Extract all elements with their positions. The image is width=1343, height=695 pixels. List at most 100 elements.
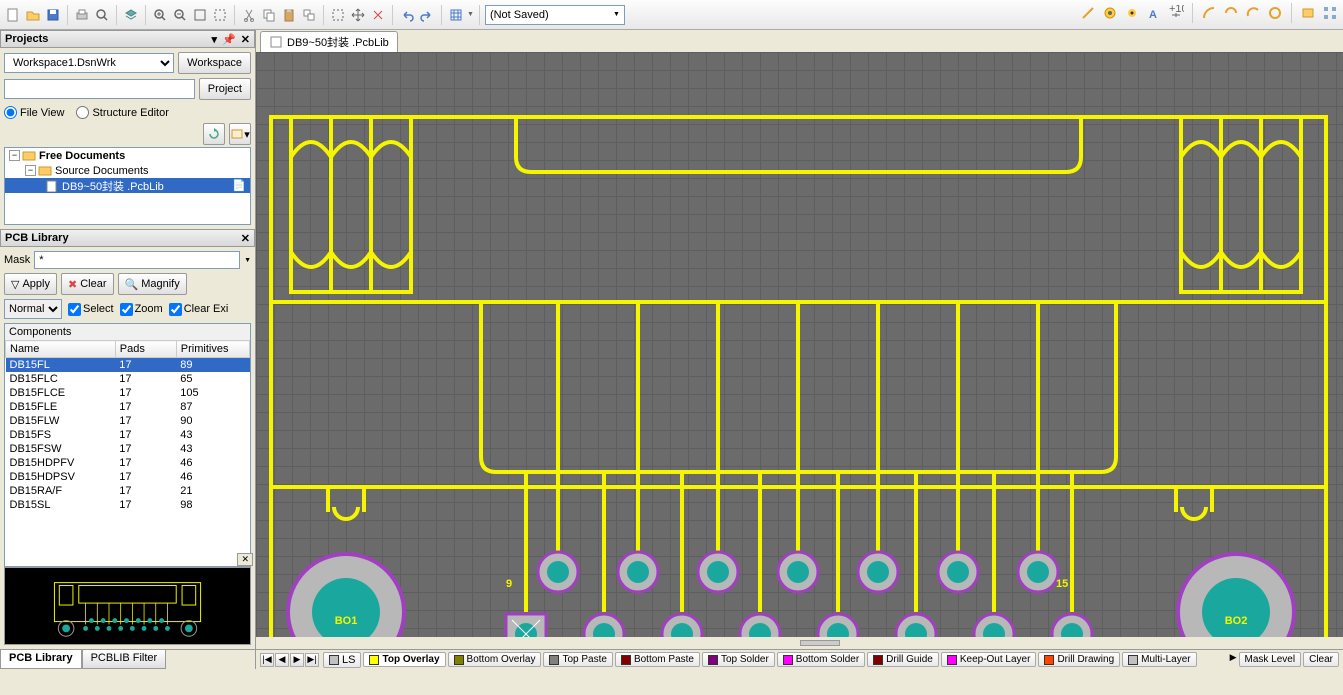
mask-dropdown-icon[interactable]: ▼ bbox=[244, 257, 251, 264]
coord-tool-icon[interactable]: +10,10 bbox=[1167, 4, 1185, 22]
clear-exi-checkbox[interactable]: Clear Exi bbox=[169, 303, 229, 316]
zoom-fit-icon[interactable] bbox=[191, 6, 209, 24]
open-icon[interactable] bbox=[24, 6, 42, 24]
panel-close-icon[interactable]: ✕ bbox=[239, 33, 252, 46]
via-tool-icon[interactable] bbox=[1123, 4, 1141, 22]
project-button[interactable]: Project bbox=[199, 78, 251, 100]
layer-last-icon[interactable]: ▶| bbox=[305, 653, 319, 667]
table-row[interactable]: DB15FL1789 bbox=[6, 358, 250, 373]
layer-tab-bottom-paste[interactable]: Bottom Paste bbox=[615, 652, 700, 667]
pad-tool-icon[interactable] bbox=[1101, 4, 1119, 22]
redo-icon[interactable] bbox=[418, 6, 436, 24]
clear-button[interactable]: Clear bbox=[1303, 652, 1339, 667]
panel-dropdown-icon[interactable]: ▾ bbox=[210, 33, 220, 46]
full-circle-icon[interactable] bbox=[1266, 4, 1284, 22]
layer-scroll-icon[interactable]: ▶ bbox=[1230, 652, 1237, 667]
array-tool-icon[interactable] bbox=[1321, 4, 1339, 22]
table-row[interactable]: DB15RA/F1721 bbox=[6, 484, 250, 498]
pcb-canvas[interactable]: BO1 BO2 9 15 1 8 bbox=[256, 52, 1343, 637]
tree-root[interactable]: − Free Documents bbox=[5, 148, 250, 163]
saved-state-dropdown[interactable]: (Not Saved) ▼ bbox=[485, 5, 625, 25]
arc-edge-icon[interactable] bbox=[1222, 4, 1240, 22]
paste-icon[interactable] bbox=[280, 6, 298, 24]
rect-tool-icon[interactable] bbox=[1299, 4, 1317, 22]
tab-pcb-library[interactable]: PCB Library bbox=[0, 650, 82, 669]
table-row[interactable]: DB15FLE1787 bbox=[6, 400, 250, 414]
tree-file[interactable]: DB9~50封装 .PcbLib 📄 bbox=[5, 178, 250, 193]
layer-tab-drill-guide[interactable]: Drill Guide bbox=[867, 652, 939, 667]
line-tool-icon[interactable] bbox=[1079, 4, 1097, 22]
select-checkbox[interactable]: Select bbox=[68, 303, 114, 316]
layer-tab-bottom-overlay[interactable]: Bottom Overlay bbox=[448, 652, 542, 667]
layer-tab-top-overlay[interactable]: Top Overlay bbox=[363, 652, 445, 667]
clear-button[interactable]: ✖ Clear bbox=[61, 273, 114, 295]
cut-icon[interactable] bbox=[240, 6, 258, 24]
col-primitives[interactable]: Primitives bbox=[176, 341, 249, 358]
table-row[interactable]: DB15FS1743 bbox=[6, 428, 250, 442]
layer-ls[interactable]: LS bbox=[323, 652, 361, 668]
collapse-preview-icon[interactable]: ✕ bbox=[237, 553, 253, 566]
project-options-icon[interactable]: ▾ bbox=[229, 123, 251, 145]
grid-icon[interactable] bbox=[447, 6, 465, 24]
table-row[interactable]: DB15SL1798 bbox=[6, 498, 250, 512]
deselect-icon[interactable] bbox=[369, 6, 387, 24]
arc-center-icon[interactable] bbox=[1200, 4, 1218, 22]
refresh-icon[interactable] bbox=[203, 123, 225, 145]
panel-close-icon[interactable]: ✕ bbox=[239, 232, 252, 245]
col-name[interactable]: Name bbox=[6, 341, 116, 358]
table-row[interactable]: DB15HDPSV1746 bbox=[6, 470, 250, 484]
project-input[interactable] bbox=[4, 79, 195, 99]
expand-icon[interactable]: − bbox=[9, 150, 20, 161]
table-row[interactable]: DB15FLC1765 bbox=[6, 372, 250, 386]
components-table[interactable]: Components Name Pads Primitives DB15FL17… bbox=[4, 323, 251, 567]
string-tool-icon[interactable]: A bbox=[1145, 4, 1163, 22]
save-icon[interactable] bbox=[44, 6, 62, 24]
workspace-button[interactable]: Workspace bbox=[178, 52, 251, 74]
table-row[interactable]: DB15FLW1790 bbox=[6, 414, 250, 428]
horizontal-scrollbar[interactable] bbox=[800, 640, 840, 646]
mode-select[interactable]: Normal bbox=[4, 299, 62, 319]
layers-icon[interactable] bbox=[122, 6, 140, 24]
preview-icon[interactable] bbox=[93, 6, 111, 24]
tab-pcblib-filter[interactable]: PCBLIB Filter bbox=[82, 650, 167, 669]
print-icon[interactable] bbox=[73, 6, 91, 24]
layer-tab-drill-drawing[interactable]: Drill Drawing bbox=[1038, 652, 1120, 667]
layer-tab-multi-layer[interactable]: Multi-Layer bbox=[1122, 652, 1196, 667]
arc-any-icon[interactable] bbox=[1244, 4, 1262, 22]
tree-folder[interactable]: − Source Documents bbox=[5, 163, 250, 178]
zoom-out-icon[interactable] bbox=[171, 6, 189, 24]
zoom-area-icon[interactable] bbox=[211, 6, 229, 24]
projects-title: Projects bbox=[5, 33, 48, 45]
mask-level-button[interactable]: Mask Level bbox=[1239, 652, 1302, 667]
duplicate-icon[interactable] bbox=[300, 6, 318, 24]
file-view-radio[interactable]: File View bbox=[4, 106, 64, 119]
table-row[interactable]: DB15HDPFV1746 bbox=[6, 456, 250, 470]
col-pads[interactable]: Pads bbox=[115, 341, 176, 358]
panel-pin-icon[interactable]: 📌 bbox=[220, 33, 238, 46]
workspace-select[interactable]: Workspace1.DsnWrk bbox=[4, 53, 174, 73]
move-icon[interactable] bbox=[349, 6, 367, 24]
projects-tree[interactable]: − Free Documents − Source Documents DB9~… bbox=[4, 147, 251, 225]
editor-tab[interactable]: DB9~50封装 .PcbLib bbox=[260, 31, 398, 52]
table-row[interactable]: DB15FLCE17105 bbox=[6, 386, 250, 400]
apply-button[interactable]: ▽ Apply bbox=[4, 273, 57, 295]
layer-next-icon[interactable]: ▶ bbox=[290, 653, 304, 667]
copy-icon[interactable] bbox=[260, 6, 278, 24]
layer-tab-bottom-solder[interactable]: Bottom Solder bbox=[777, 652, 865, 667]
undo-icon[interactable] bbox=[398, 6, 416, 24]
layer-tab-top-paste[interactable]: Top Paste bbox=[543, 652, 612, 667]
select-icon[interactable] bbox=[329, 6, 347, 24]
layer-first-icon[interactable]: |◀ bbox=[260, 653, 274, 667]
mask-input[interactable] bbox=[34, 251, 240, 269]
new-icon[interactable] bbox=[4, 6, 22, 24]
magnify-button[interactable]: 🔍 Magnify bbox=[118, 273, 187, 295]
layer-tab-top-solder[interactable]: Top Solder bbox=[702, 652, 775, 667]
left-panel-tabs: PCB Library PCBLIB Filter bbox=[0, 649, 255, 669]
expand-icon[interactable]: − bbox=[25, 165, 36, 176]
zoom-in-icon[interactable] bbox=[151, 6, 169, 24]
layer-prev-icon[interactable]: ◀ bbox=[275, 653, 289, 667]
layer-tab-keep-out-layer[interactable]: Keep-Out Layer bbox=[941, 652, 1037, 667]
zoom-checkbox[interactable]: Zoom bbox=[120, 303, 163, 316]
table-row[interactable]: DB15FSW1743 bbox=[6, 442, 250, 456]
structure-editor-radio[interactable]: Structure Editor bbox=[76, 106, 168, 119]
